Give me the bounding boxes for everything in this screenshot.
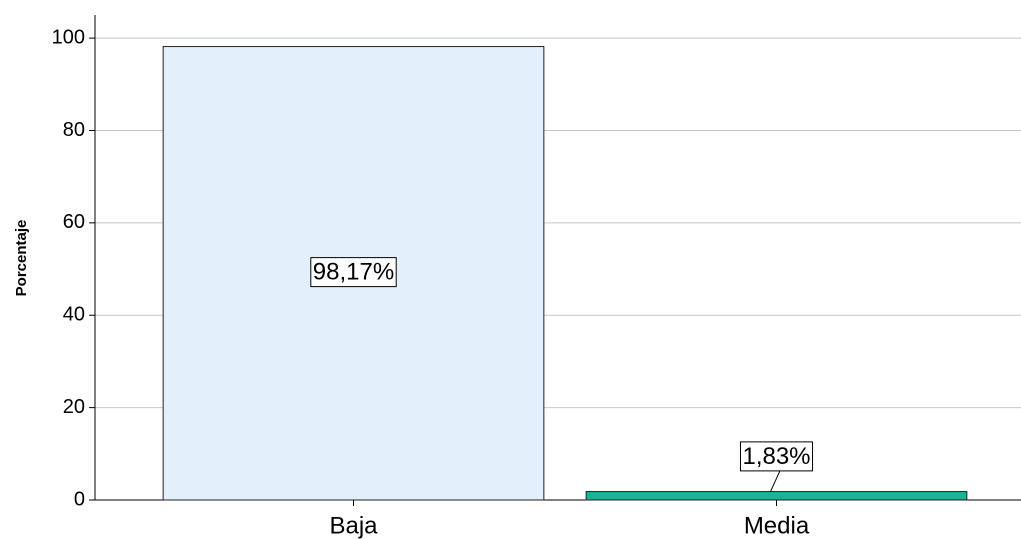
x-tick-label: Baja (329, 512, 378, 539)
value-label-box (739, 441, 814, 472)
y-tick-label: 40 (63, 304, 85, 326)
y-tick-label: 0 (74, 488, 85, 510)
bar (585, 491, 968, 501)
y-tick-label: 100 (52, 26, 85, 48)
y-tick-label: 80 (63, 119, 85, 141)
y-axis-label: Porcentaje (13, 220, 30, 297)
y-tick-label: 20 (63, 396, 85, 418)
value-label: 1,83% (742, 443, 810, 470)
label-leader (770, 469, 781, 492)
value-label-box (310, 257, 397, 288)
y-tick-label: 60 (63, 211, 85, 233)
value-label: 98,17% (313, 259, 394, 286)
x-tick-label: Media (744, 512, 810, 539)
